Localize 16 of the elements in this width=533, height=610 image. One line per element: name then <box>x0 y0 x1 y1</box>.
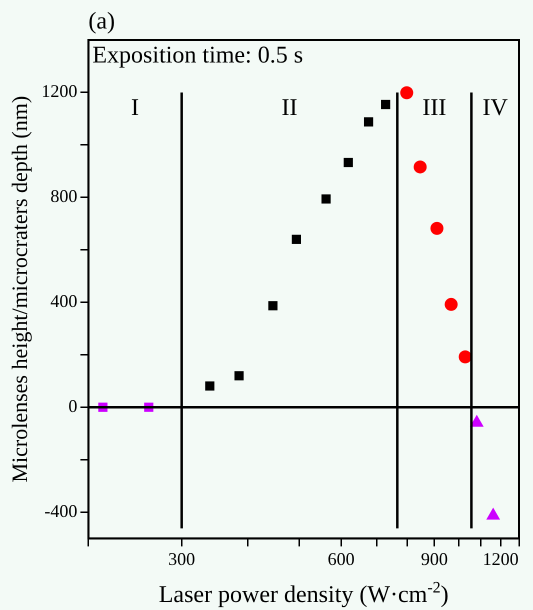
x-tick-label: 300 <box>168 548 196 569</box>
annotation: III <box>422 94 446 121</box>
chart-title: (a) <box>88 8 116 34</box>
x-tick-label: 600 <box>328 548 355 569</box>
y-tick-label: 800 <box>50 186 78 206</box>
annotation: IV <box>482 94 509 121</box>
y-tick-label: 0 <box>68 396 78 416</box>
y-tick-label: -400 <box>44 500 78 521</box>
annotation: Exposition time: 0.5 s <box>92 42 304 68</box>
y-tick-label: 400 <box>50 291 78 312</box>
annotation: I <box>131 94 140 121</box>
x-tick-label: 900 <box>420 548 448 569</box>
y-tick-label: 1200 <box>41 81 78 102</box>
annotation: II <box>282 94 298 121</box>
x-tick-label: 1200 <box>482 548 519 569</box>
y-axis-title: Microlenses height/microcraters depth (nm) <box>6 96 32 483</box>
